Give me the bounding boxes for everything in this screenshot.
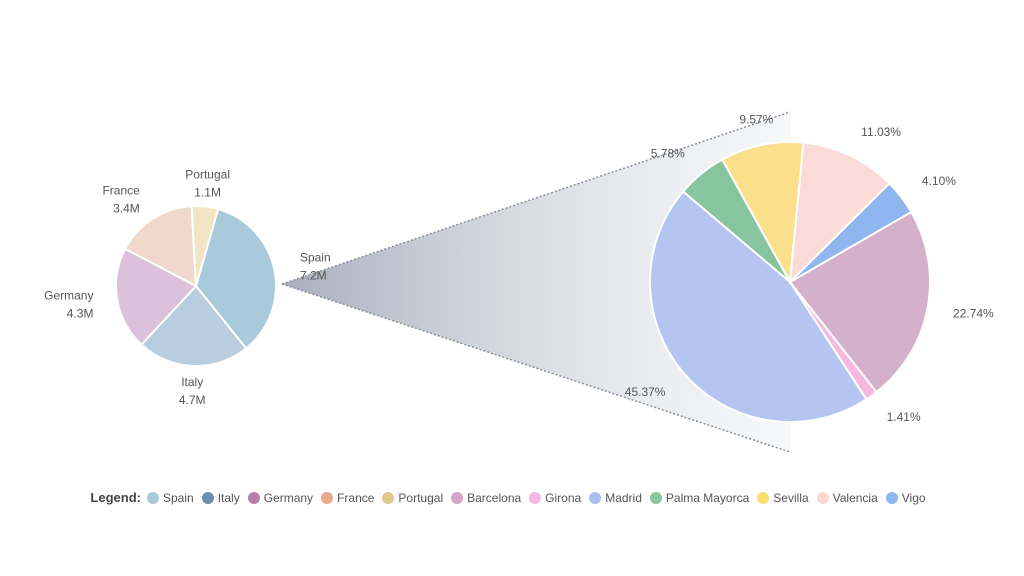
legend-item-france[interactable]: France [321,491,374,505]
value-label-france: 3.4M [113,201,140,215]
slice-france[interactable] [123,205,198,288]
legend-item-madrid[interactable]: Madrid [589,491,642,505]
value-label-spain: 7.2M [300,268,327,282]
slice-portugal[interactable] [190,205,220,287]
legend-label: Italy [217,490,240,505]
label-italy: Italy [181,375,203,389]
legend-swatch [247,491,260,504]
legend-item-italy[interactable]: Italy [201,490,240,505]
legend-swatch [201,491,214,504]
value-label-girona: 1.41% [887,410,921,424]
value-label-portugal: 1.1M [194,186,221,200]
slice-vigo[interactable] [789,182,913,283]
legend-swatch [649,491,662,504]
country-pie: Spain 7.2M Italy 4.7M Germany 4.3M France 3.4M P… [44,168,331,407]
legend-swatch [382,491,395,504]
legend-label: Valencia [832,490,878,505]
city-pie: 22.74% 1.41% 45.37% 5.78% 9.57% 11.03% 4.10% [625,112,994,424]
label-spain: Spain [300,250,331,264]
legend-swatch [321,491,334,504]
slice-sevilla[interactable] [720,141,805,286]
legend-label: Palma Mayorca [665,490,750,505]
legend-swatch [816,491,829,504]
legend-swatch [451,491,464,504]
legend-item-portugal[interactable]: Portugal [382,491,443,505]
legend-title: Legend: [90,490,141,505]
legend-swatch [885,491,898,504]
value-label-palma-mayorca: 5.78% [651,147,685,161]
legend-label: Germany [263,490,314,505]
label-germany: Germany [44,288,93,302]
value-label-germany: 4.3M [67,306,94,320]
legend-items: Spain Italy Germany France Portugal Barcelona… [146,490,934,505]
value-label-valencia: 11.03% [861,125,901,139]
slice-valencia[interactable] [788,141,891,285]
slice-italy[interactable] [140,284,248,367]
legend-swatch [589,491,602,504]
legend-swatch [146,491,159,504]
slice-madrid[interactable] [649,190,868,423]
value-label-sevilla: 9.57% [739,112,773,126]
legend-item-girona[interactable]: Girona [529,491,581,505]
slice-germany[interactable] [115,247,198,346]
pie-of-pie-chart: Spain 7.2M Italy 4.7M Germany 4.3M France 3.4M P… [44,111,994,453]
legend-item-spain[interactable]: Spain [146,490,194,505]
legend-item-palma-mayorca[interactable]: Palma Mayorca [649,490,750,505]
label-portugal: Portugal [185,168,230,182]
legend-label: Madrid [605,490,642,505]
legend-label: Portugal [398,490,444,505]
slice-barcelona[interactable] [788,210,931,394]
legend-label: Spain [162,490,194,505]
legend: Legend: Spain Italy Germany France Portugal B… [0,490,1024,505]
legend-label: Girona [545,490,582,505]
connector-bottom-line [281,283,791,453]
legend-item-vigo[interactable]: Vigo [885,490,926,505]
legend-item-valencia[interactable]: Valencia [816,490,878,505]
legend-item-germany[interactable]: Germany [247,490,314,505]
value-label-madrid: 45.37% [625,385,666,399]
legend-label: Sevilla [773,490,809,505]
connector-top-line [281,111,791,285]
connector-fill [282,112,790,452]
legend-swatch [757,491,770,504]
value-label-vigo: 4.10% [922,174,956,188]
legend-label: Vigo [901,490,926,505]
value-label-italy: 4.7M [179,393,206,407]
value-label-barcelona: 22.74% [953,306,994,320]
legend-label: Barcelona [467,490,522,505]
slice-spain[interactable] [194,207,277,350]
legend-swatch [529,491,542,504]
label-france: France [102,183,140,197]
legend-label: France [337,490,375,505]
legend-item-barcelona[interactable]: Barcelona [451,491,521,505]
legend-item-sevilla[interactable]: Sevilla [757,490,809,505]
connector-band [281,111,791,453]
